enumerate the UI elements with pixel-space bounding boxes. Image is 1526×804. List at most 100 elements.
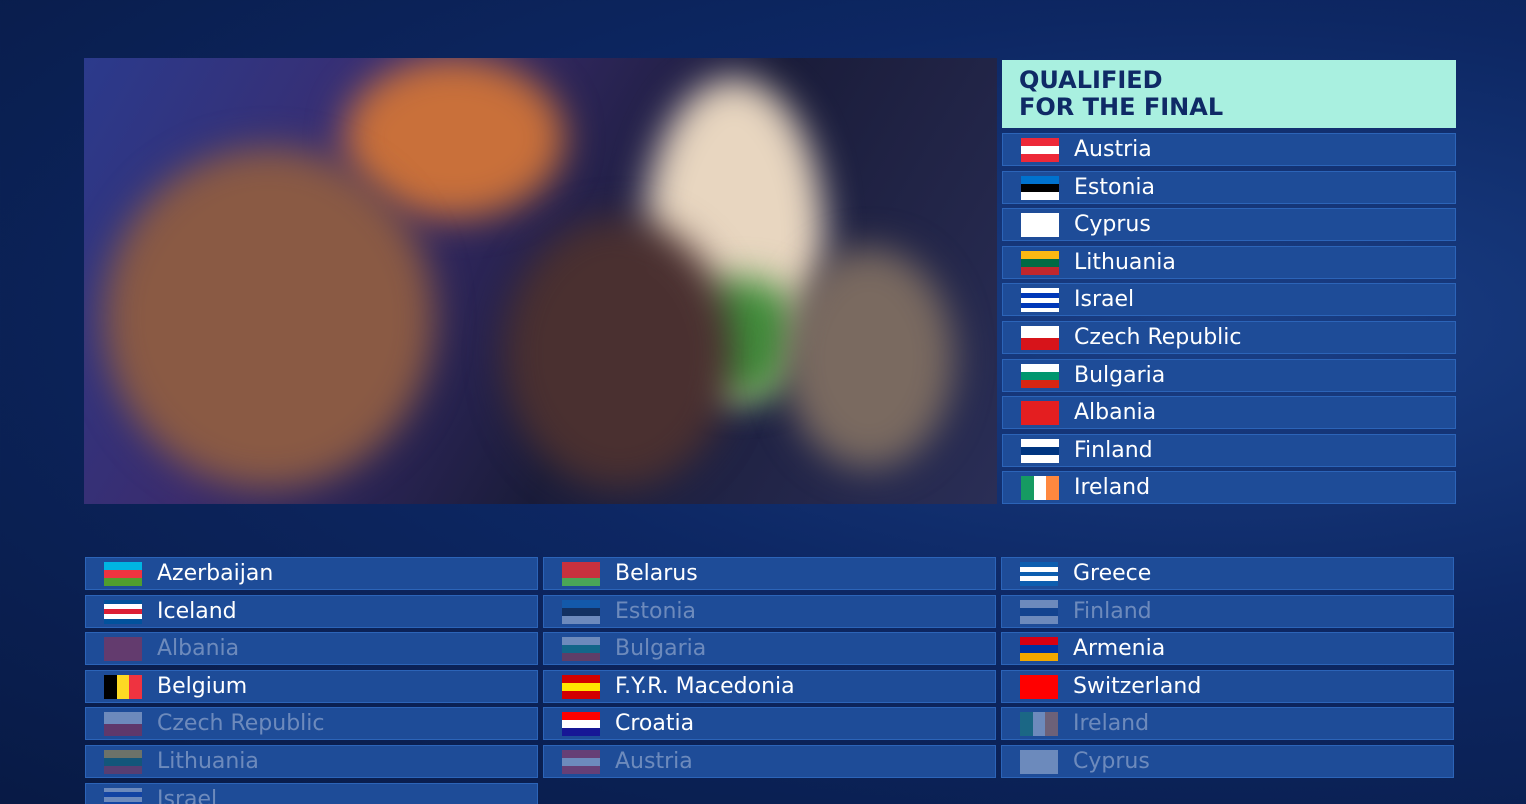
flag-stripe [1020,615,1058,624]
country-row: Israel [1002,283,1456,317]
country-row: Austria [1002,133,1456,166]
country-name: F.Y.R. Macedonia [615,673,795,699]
flag [104,750,142,774]
qualified-header: QUALIFIED FOR THE FINAL [1002,60,1456,128]
country-row: Belgium [85,669,538,703]
flag-stripe [104,674,117,699]
flag-stripe [1020,674,1058,699]
country-name: Belgium [157,673,248,699]
country-row: Israel [85,782,538,804]
country-name: Albania [157,636,240,662]
country-row: Finland [1002,433,1456,467]
country-row: Belarus [543,557,996,590]
flag-stripe [1021,146,1059,154]
flag-stripe [1021,307,1059,313]
flag-stripe [1020,750,1058,774]
country-row: Estonia [543,594,996,628]
flag-stripe [1020,562,1058,567]
flag-stripe [562,578,600,586]
flag-stripe [1032,712,1046,737]
flag-stripe [1021,446,1059,455]
country-name: Czech Republic [1074,325,1242,350]
country-row: Lithuania [1002,245,1456,279]
flag-stripe [1021,288,1059,294]
flag [104,599,142,624]
country-name: Israel [157,786,218,804]
flag [1021,213,1059,238]
flag [104,637,142,662]
flag-stripe [1020,637,1058,646]
flag-stripe [1021,401,1059,426]
flag [1021,363,1059,388]
country-name: Iceland [157,598,237,624]
flag-stripe [562,758,600,766]
flag-stripe [104,724,142,737]
flag-stripe [1020,653,1058,662]
flag-stripe [104,758,142,766]
flag-stripe [1021,371,1059,380]
header-line: FOR THE FINAL [1019,93,1224,121]
country-row: Lithuania [85,745,538,778]
country-name: Belarus [615,561,698,586]
flag [1021,438,1059,463]
flag-stripe [1021,302,1059,308]
flag-stripe [104,787,142,793]
header-line: QUALIFIED [1019,66,1163,94]
country-name: Cyprus [1073,749,1150,774]
flag-stripe [1033,476,1047,501]
country-name: Bulgaria [615,636,707,662]
flag [1021,401,1059,426]
flag-stripe [562,570,600,578]
country-name: Azerbaijan [157,561,274,586]
country-name: Austria [1074,137,1152,162]
country-row: Greece [1001,557,1454,590]
country-row: Czech Republic [1002,321,1456,354]
flag-stripe [104,792,142,798]
country-row: Cyprus [1001,745,1454,778]
country-name: Finland [1074,437,1153,463]
country-name: Albania [1074,400,1157,426]
country-row: Cyprus [1002,208,1456,242]
flag [562,674,600,699]
flag-stripe [562,766,600,774]
flag-stripe [104,613,142,619]
country-name: Ireland [1074,475,1151,501]
country-row: Albania [1002,396,1456,430]
country-name: Switzerland [1073,673,1202,699]
flag-stripe [1021,438,1059,447]
flag-stripe [1020,607,1058,616]
flag [562,750,600,774]
flag-stripe [129,674,143,699]
flag-stripe [1045,712,1059,737]
flag-stripe [562,682,600,691]
flag-stripe [1021,183,1059,192]
flag [1021,250,1059,275]
flag-stripe [562,653,600,662]
flag-stripe [562,690,600,699]
flag-stripe [562,712,600,721]
country-name: Finland [1073,598,1152,624]
flag [104,562,142,586]
flag-stripe [1021,138,1059,146]
flag-stripe [562,728,600,737]
flag-stripe [1021,326,1059,338]
country-name: Cyprus [1074,212,1151,238]
flag-stripe [562,750,600,758]
country-row: Ireland [1001,707,1454,741]
flag-stripe [1021,258,1059,267]
flag-stripe [562,599,600,608]
country-row: Albania [85,632,538,666]
flag-stripe [562,637,600,646]
country-row: Bulgaria [543,632,996,666]
flag-stripe [104,599,142,605]
country-row: Finland [1001,594,1454,628]
country-row: Bulgaria [1002,358,1456,392]
country-name: Armenia [1073,636,1166,662]
flag-stripe [562,645,600,654]
country-name: Bulgaria [1074,362,1166,388]
country-name: Croatia [615,711,695,737]
flag-stripe [1020,645,1058,654]
country-name: Estonia [1074,174,1155,200]
flag [1020,750,1058,774]
flag-stripe [104,801,142,804]
